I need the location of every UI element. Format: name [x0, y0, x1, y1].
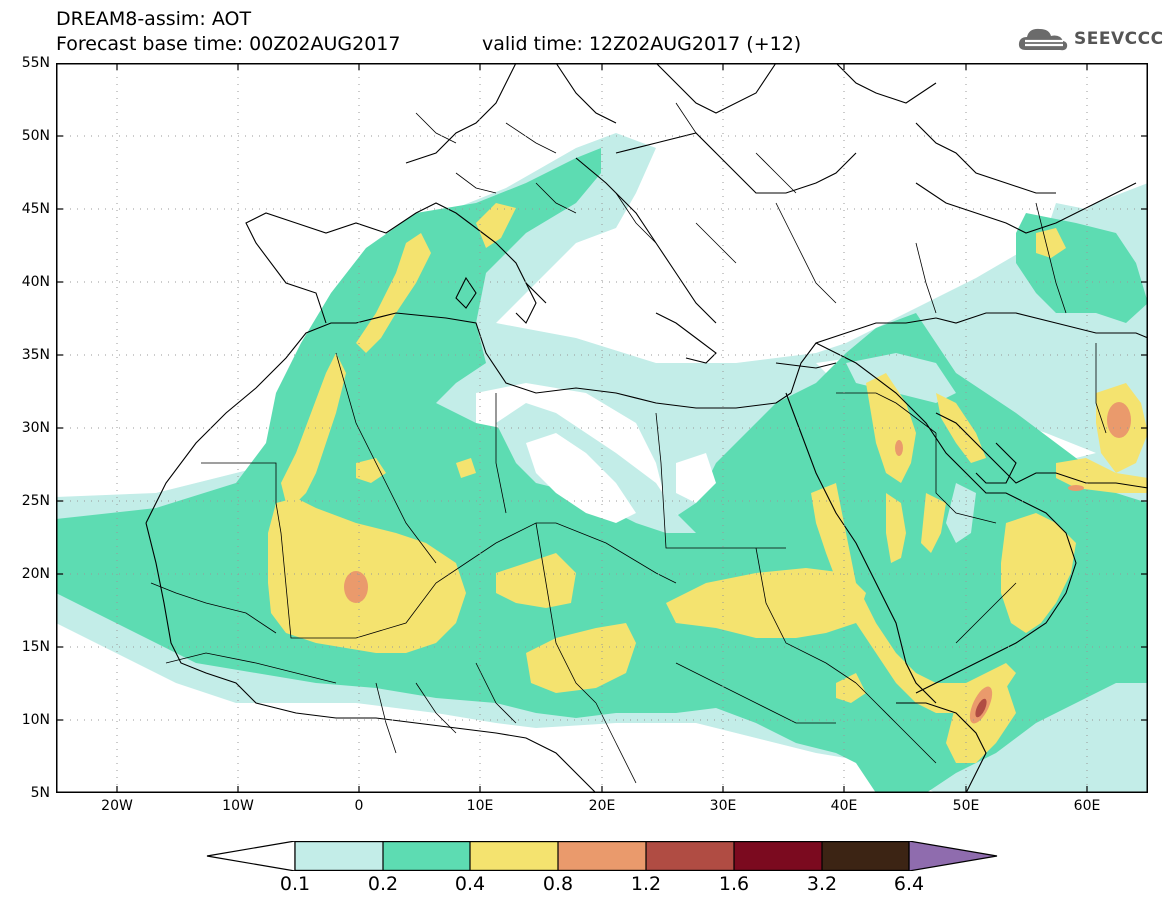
coastlines — [145, 63, 1148, 793]
lon-label: 60E — [1073, 798, 1101, 814]
aot-map — [56, 63, 1148, 793]
lon-label: 20E — [588, 798, 616, 814]
seevccc-logo: SEEVCCC — [1016, 22, 1164, 56]
lon-label: 0 — [354, 798, 364, 814]
lat-label: 10N — [21, 712, 50, 728]
colorbar-swatch — [822, 841, 909, 871]
cloud-logo-icon — [1018, 28, 1068, 51]
colorbar-label: 0.1 — [279, 873, 311, 895]
lon-label: 20W — [101, 798, 133, 814]
map-frame — [56, 63, 1148, 793]
map-title: DREAM8-assim: AOT — [56, 8, 252, 30]
lat-label: 15N — [21, 639, 50, 655]
colorbar-label: 3.2 — [806, 873, 838, 895]
lat-label: 45N — [21, 201, 50, 217]
colorbar-label: 0.2 — [367, 873, 399, 895]
colorbar-swatch — [295, 841, 383, 871]
colorbar-max-triangle — [908, 841, 998, 871]
lat-label: 5N — [30, 785, 50, 801]
colorbar-swatch — [470, 841, 558, 871]
lat-label: 30N — [21, 420, 50, 436]
lat-label: 25N — [21, 493, 50, 509]
colorbar-label: 6.4 — [893, 873, 925, 895]
colorbar-label: 0.8 — [542, 873, 574, 895]
logo-text: SEEVCCC — [1074, 29, 1164, 49]
aot-clean-patches — [526, 433, 716, 523]
colorbar-swatch — [558, 841, 646, 871]
colorbar-swatch — [383, 841, 470, 871]
colorbar-min-triangle — [206, 841, 296, 871]
lon-label: 10W — [222, 798, 254, 814]
colorbar-label: 0.4 — [454, 873, 486, 895]
lat-label: 20N — [21, 566, 50, 582]
colorbar-label: 1.2 — [630, 873, 662, 895]
lat-label: 50N — [21, 128, 50, 144]
colorbar-swatch — [646, 841, 734, 871]
colorbar-label: 1.6 — [718, 873, 750, 895]
lon-label: 10E — [466, 798, 494, 814]
lon-label: 30E — [709, 798, 737, 814]
colorbar — [206, 841, 998, 871]
lon-label: 40E — [830, 798, 858, 814]
valid-time: valid time: 12Z02AUG2017 (+12) — [482, 33, 802, 55]
forecast-base-time: Forecast base time: 00Z02AUG2017 — [56, 33, 401, 55]
lat-label: 35N — [21, 347, 50, 363]
lat-label: 40N — [21, 274, 50, 290]
graticule — [56, 63, 1148, 793]
colorbar-swatch — [734, 841, 822, 871]
lon-label: 50E — [952, 798, 980, 814]
country-borders — [150, 102, 1107, 784]
lat-label: 55N — [21, 55, 50, 71]
aot-level-1-2 — [975, 698, 987, 718]
